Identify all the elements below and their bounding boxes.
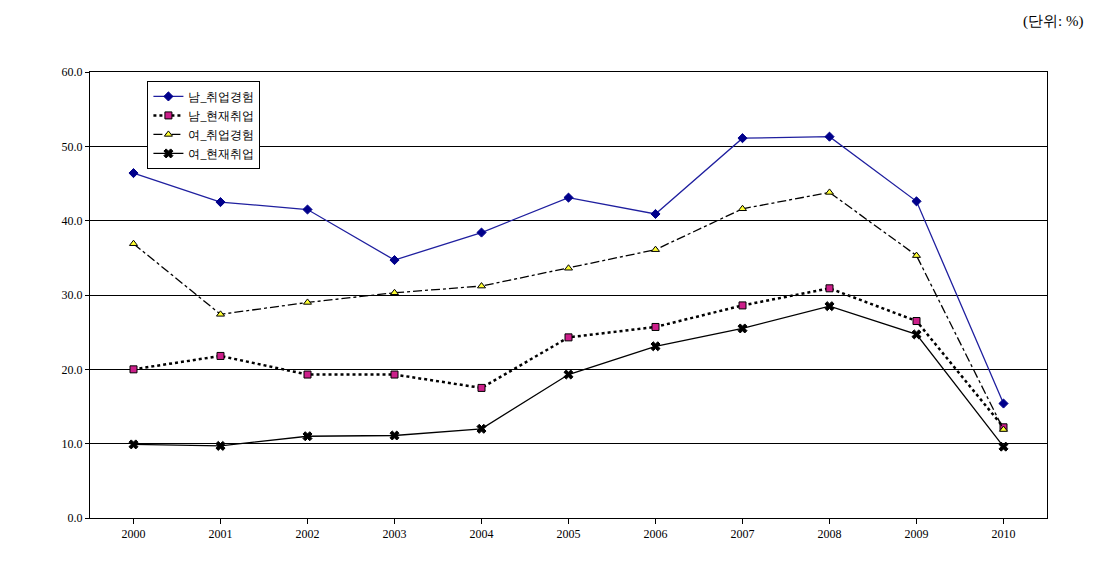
svg-text:50.0: 50.0 bbox=[62, 140, 83, 154]
svg-text:남_현재취업: 남_현재취업 bbox=[188, 109, 254, 123]
svg-text:10.0: 10.0 bbox=[62, 437, 83, 451]
svg-text:40.0: 40.0 bbox=[62, 214, 83, 228]
svg-text:2002: 2002 bbox=[296, 527, 320, 541]
svg-text:2001: 2001 bbox=[209, 527, 233, 541]
svg-text:2000: 2000 bbox=[122, 527, 146, 541]
svg-text:2009: 2009 bbox=[905, 527, 929, 541]
svg-text:2010: 2010 bbox=[992, 527, 1016, 541]
svg-text:0.0: 0.0 bbox=[68, 511, 83, 525]
svg-text:2006: 2006 bbox=[644, 527, 668, 541]
svg-text:남_취업경험: 남_취업경험 bbox=[188, 90, 254, 104]
svg-text:2003: 2003 bbox=[383, 527, 407, 541]
svg-text:(단위: %): (단위: %) bbox=[1023, 13, 1083, 30]
svg-text:여_취업경험: 여_취업경험 bbox=[188, 128, 254, 142]
svg-text:2007: 2007 bbox=[731, 527, 755, 541]
svg-text:20.0: 20.0 bbox=[62, 363, 83, 377]
svg-text:30.0: 30.0 bbox=[62, 288, 83, 302]
svg-text:60.0: 60.0 bbox=[62, 65, 83, 79]
svg-text:2004: 2004 bbox=[470, 527, 494, 541]
svg-text:2005: 2005 bbox=[557, 527, 581, 541]
svg-text:여_현재취업: 여_현재취업 bbox=[188, 147, 254, 161]
svg-text:2008: 2008 bbox=[818, 527, 842, 541]
